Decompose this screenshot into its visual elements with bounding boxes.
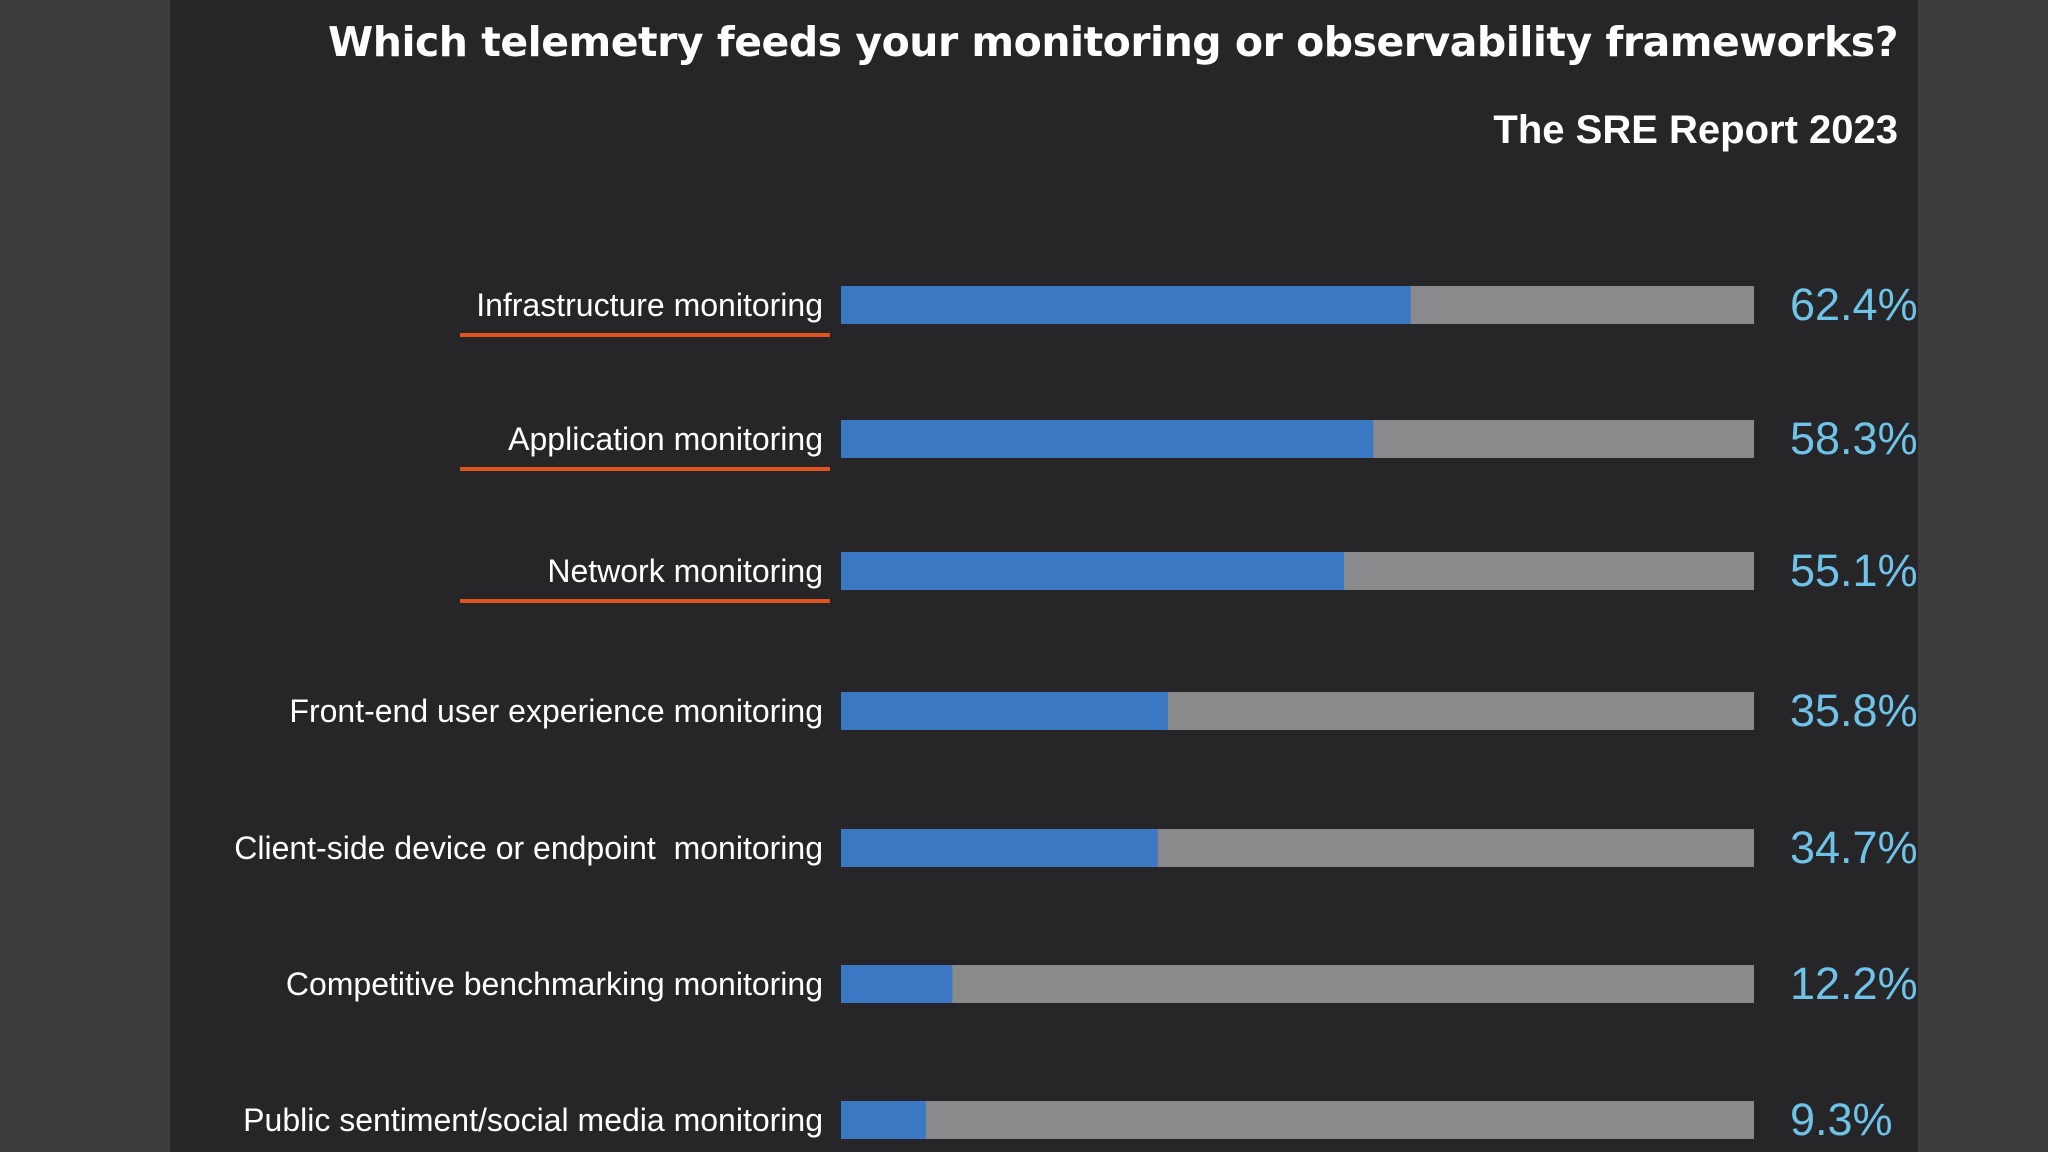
bar — [841, 420, 1374, 458]
category-label: Network monitoring — [547, 553, 823, 589]
value-label: 58.3% — [1790, 413, 1918, 464]
value-label: 35.8% — [1790, 685, 1918, 736]
bar — [841, 829, 1158, 867]
bar-track — [841, 965, 1754, 1003]
category-label: Competitive benchmarking monitoring — [286, 966, 823, 1002]
value-label: 55.1% — [1790, 545, 1918, 596]
chart-title: Which telemetry feeds your monitoring or… — [328, 18, 1898, 66]
category-label: Public sentiment/social media monitoring — [243, 1102, 823, 1138]
category-label: Application monitoring — [508, 421, 823, 457]
category-label: Front-end user experience monitoring — [289, 693, 823, 729]
bar — [841, 552, 1345, 590]
chart-subtitle: The SRE Report 2023 — [1493, 108, 1898, 152]
bar — [841, 965, 953, 1003]
value-label: 34.7% — [1790, 822, 1918, 873]
bar — [841, 286, 1411, 324]
value-label: 12.2% — [1790, 958, 1918, 1009]
category-label: Infrastructure monitoring — [476, 287, 823, 323]
category-label: Client-side device or endpoint monitorin… — [234, 830, 823, 866]
bar-track — [841, 1101, 1754, 1139]
bar — [841, 692, 1168, 730]
bar — [841, 1101, 926, 1139]
value-label: 62.4% — [1790, 279, 1918, 330]
value-label: 9.3% — [1790, 1094, 1893, 1145]
